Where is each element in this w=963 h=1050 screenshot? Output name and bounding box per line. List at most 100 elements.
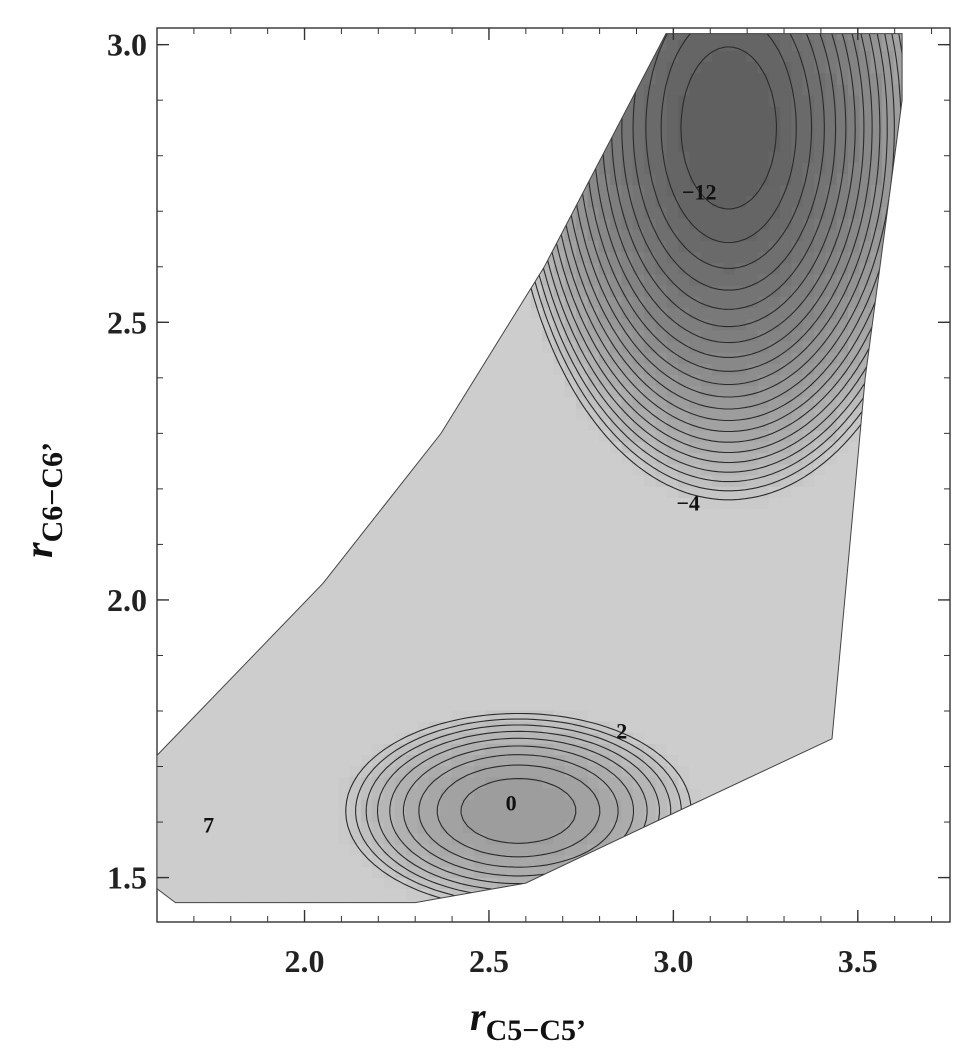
field-cell: [632, 799, 645, 811]
field-cell: [338, 799, 351, 811]
field-cell: [780, 128, 792, 141]
field-cell: [428, 564, 441, 577]
field-cell: [610, 184, 622, 197]
field-cell: [678, 475, 690, 487]
field-cell: [700, 452, 713, 465]
field-cell: [746, 609, 758, 621]
field-cell: [814, 50, 826, 63]
field-cell: [723, 463, 736, 476]
field-cell: [780, 83, 792, 96]
field-cell: [621, 564, 634, 577]
field-cell: [689, 463, 702, 476]
field-cell: [700, 564, 713, 577]
field-cell: [406, 888, 419, 901]
field-cell: [406, 877, 419, 890]
field-cell: [791, 273, 804, 286]
field-cell: [666, 72, 679, 85]
field-cell: [768, 61, 781, 74]
field-cell: [836, 285, 849, 297]
field-cell: [655, 720, 668, 733]
field-cell: [666, 162, 679, 174]
field-cell: [349, 564, 362, 577]
field-cell: [598, 206, 611, 219]
field-cell: [542, 318, 555, 331]
field-cell: [757, 83, 770, 96]
field-cell: [360, 609, 373, 621]
field-cell: [746, 597, 758, 610]
field-cell: [621, 475, 634, 487]
field-cell: [689, 33, 702, 40]
field-cell: [281, 843, 294, 856]
field-cell: [315, 709, 328, 722]
field-cell: [621, 307, 634, 320]
field-cell: [655, 83, 668, 96]
field-cell: [621, 218, 634, 230]
field-cell: [530, 363, 543, 375]
field-cell: [292, 776, 305, 789]
field-cell: [757, 408, 770, 420]
field-cell: [723, 430, 736, 443]
field-cell: [723, 396, 736, 409]
field-cell: [326, 720, 339, 733]
field-cell: [655, 72, 668, 85]
field-cell: [496, 843, 509, 856]
field-cell: [417, 832, 430, 845]
field-cell: [632, 497, 645, 510]
field-cell: [564, 374, 577, 387]
field-cell: [814, 564, 826, 577]
field-cell: [428, 486, 441, 498]
field-cell: [734, 553, 747, 565]
field-cell: [406, 530, 419, 543]
field-cell: [338, 698, 351, 711]
field-cell: [644, 83, 656, 96]
field-cell: [553, 642, 566, 655]
field-cell: [462, 743, 475, 755]
field-cell: [734, 631, 747, 644]
field-cell: [496, 419, 509, 431]
field-cell: [666, 765, 679, 778]
field-cell: [712, 575, 724, 588]
field-cell: [757, 542, 770, 554]
field-cell: [757, 139, 770, 152]
field-cell: [723, 419, 736, 431]
field-cell: [700, 285, 713, 297]
field-cell: [802, 687, 815, 700]
field-cell: [689, 72, 702, 85]
field-cell: [700, 787, 713, 800]
field-cell: [825, 363, 838, 375]
field-cell: [587, 553, 600, 565]
field-cell: [519, 408, 532, 420]
field-cell: [848, 50, 860, 63]
field-cell: [802, 385, 815, 398]
field-cell: [383, 497, 396, 510]
field-cell: [440, 497, 453, 510]
field-cell: [247, 732, 260, 744]
field-cell: [326, 743, 339, 755]
field-cell: [610, 698, 622, 711]
field-cell: [791, 497, 804, 510]
field-cell: [179, 899, 192, 903]
field-cell: [338, 843, 351, 856]
field-cell: [304, 754, 317, 767]
field-cell: [655, 508, 668, 521]
field-cell: [678, 754, 690, 767]
field-cell: [632, 653, 645, 666]
field-cell: [508, 743, 521, 755]
field-cell: [553, 497, 566, 510]
field-cell: [621, 776, 634, 789]
field-cell: [372, 787, 385, 800]
field-cell: [225, 787, 237, 800]
field-cell: [734, 240, 747, 253]
field-cell: [734, 430, 747, 443]
field-cell: [802, 419, 815, 431]
field-cell: [836, 106, 849, 118]
field-cell: [542, 340, 555, 353]
field-cell: [768, 475, 781, 487]
field-cell: [598, 285, 611, 297]
field-cell: [304, 732, 317, 744]
field-cell: [644, 653, 656, 666]
field-cell: [825, 195, 838, 208]
field-cell: [304, 631, 317, 644]
field-cell: [236, 665, 249, 677]
field-cell: [791, 441, 804, 454]
